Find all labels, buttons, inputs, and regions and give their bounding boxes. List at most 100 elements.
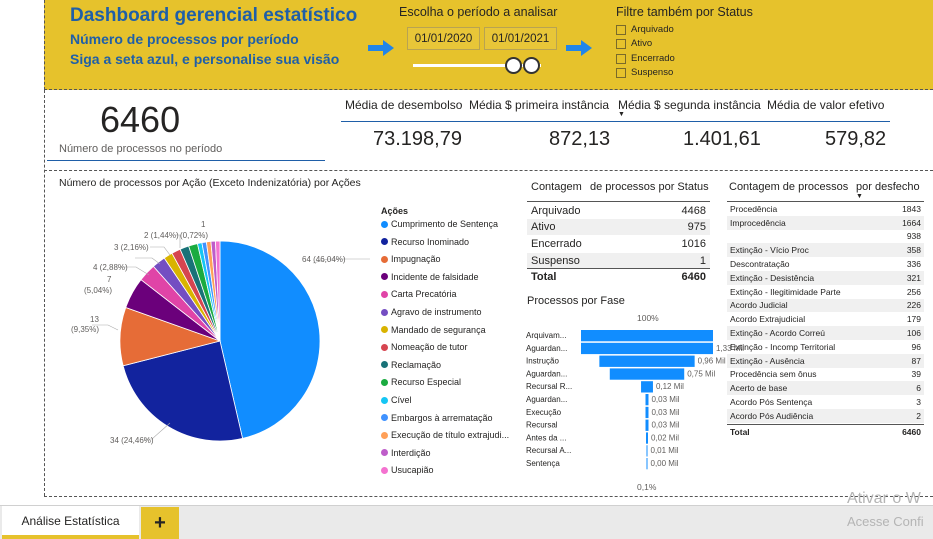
checkbox-icon[interactable] [616, 38, 626, 49]
legend-label: Cumprimento de Sentença [391, 219, 499, 229]
funnel-bar[interactable] [645, 394, 649, 406]
checkbox-icon[interactable] [616, 53, 626, 64]
legend-label: Recurso Inominado [391, 236, 470, 247]
funnel-bottom-percent: 0,1% [637, 482, 657, 492]
add-page-button[interactable]: + [141, 507, 179, 539]
legend-item[interactable]: Recurso Especial [381, 377, 461, 387]
funnel-bar[interactable] [599, 355, 695, 367]
funnel-stage-label: Arquivam... [526, 331, 566, 340]
desfecho-count: 179 [906, 314, 921, 325]
status-option-suspenso[interactable]: Suspenso [616, 67, 673, 78]
dashboard-subtitle-2: Siga a seta azul, e personalise sua visã… [70, 51, 340, 67]
legend-dot-icon [381, 396, 388, 404]
pie-data-label: 13 [90, 315, 99, 324]
legend-dot-icon [381, 290, 388, 298]
kpi-label-desembolso: Média de desembolso [345, 98, 463, 112]
funnel-bar[interactable] [646, 445, 648, 457]
checkbox-icon[interactable] [616, 67, 626, 78]
legend-dot-icon [381, 466, 388, 474]
status-option-ativo[interactable]: Ativo [616, 38, 652, 49]
desfecho-count: 3 [916, 397, 921, 408]
legend-item[interactable]: Impugnação [381, 254, 441, 264]
table-row: Extinção - Incomp Territorial 96 [727, 340, 924, 354]
pie-slice[interactable] [219, 240, 321, 439]
funnel-bar[interactable] [581, 330, 713, 342]
table-row: Acordo Judicial 226 [727, 298, 924, 313]
total-processes-label: Número de processos no período [59, 143, 223, 155]
status-option-encerrado[interactable]: Encerrado [616, 53, 675, 64]
legend-dot-icon [381, 273, 388, 281]
legend-item[interactable]: Carta Precatória [381, 289, 457, 299]
checkbox-icon[interactable] [616, 24, 626, 35]
legend-dot-icon [381, 220, 388, 228]
table-rule [527, 201, 710, 202]
desfecho-table-header-left[interactable]: Contagem de processos [729, 181, 849, 193]
kpi-underline [47, 160, 325, 161]
legend-label: Execução de título extrajudi... [391, 430, 510, 441]
desfecho-table-header-right[interactable]: por desfecho [856, 181, 920, 193]
legend-item[interactable]: Nomeação de tutor [381, 342, 468, 352]
legend-item[interactable]: Mandado de segurança [381, 325, 486, 335]
legend-item[interactable]: Agravo de instrumento [381, 307, 482, 317]
legend-item[interactable]: Incidente de falsidade [381, 272, 479, 282]
funnel-bar[interactable] [641, 381, 653, 393]
legend-label: Reclamação [391, 359, 442, 370]
header-banner: Dashboard gerencial estatístico Número d… [44, 0, 933, 90]
status-table-header-left[interactable]: Contagem [531, 181, 582, 193]
funnel-bar[interactable] [646, 458, 648, 470]
legend-item[interactable]: Cível [381, 395, 412, 405]
funnel-value-label: 0,03 Mil [651, 421, 679, 430]
legend-label: Cível [391, 395, 412, 405]
status-option-arquivado[interactable]: Arquivado [616, 24, 674, 35]
legend-item[interactable]: Execução de título extrajudi... [381, 430, 509, 440]
funnel-bar[interactable] [645, 419, 649, 431]
funnel-bar[interactable] [646, 432, 648, 444]
sort-down-icon[interactable]: ▼ [856, 193, 863, 200]
pie-data-label: 2 (1,44%) [144, 231, 179, 240]
table-row: Extinção - Ilegitimidade Parte 256 [727, 285, 924, 299]
legend-item[interactable]: Embargos à arrematação [381, 413, 493, 423]
desfecho-count: 2 [916, 410, 921, 421]
legend-dot-icon [381, 378, 388, 386]
pie-slice[interactable] [215, 240, 221, 342]
pie-slice[interactable] [122, 340, 244, 442]
funnel-bar[interactable] [581, 342, 713, 355]
desfecho-name: Descontratação [730, 259, 790, 270]
table-row: Extinção - Vício Proc 358 [727, 243, 924, 258]
funnel-bar[interactable] [609, 368, 685, 380]
table-row: Acordo Extrajudicial 179 [727, 312, 924, 326]
desfecho-count: 226 [906, 300, 921, 311]
legend-item[interactable]: Recurso Inominado [381, 237, 469, 247]
funnel-bar[interactable] [645, 406, 649, 419]
period-slider-end-thumb[interactable] [523, 57, 540, 74]
table-row: Ativo 975 [527, 219, 710, 235]
tab-analise-estatistica[interactable]: Análise Estatística [2, 506, 139, 539]
desfecho-name: Extinção - Vício Proc [730, 245, 809, 256]
dashboard-subtitle-1: Número de processos por período [70, 31, 299, 47]
date-end-input[interactable]: 01/01/2021 [484, 27, 557, 50]
table-row: Acordo Pós Audiência 2 [727, 409, 924, 423]
kpi-label-primeira-instancia: Média $ primeira instância [469, 98, 610, 112]
desfecho-name: Improcedência [730, 217, 786, 228]
activation-watermark-sub: Acesse Confi [847, 514, 924, 529]
period-slider-track[interactable] [413, 64, 541, 67]
period-slider-start-thumb[interactable] [505, 57, 522, 74]
legend-dot-icon [381, 431, 388, 439]
funnel-value-label: 0,03 Mil [651, 408, 679, 417]
table-row: Extinção - Desistência 321 [727, 271, 924, 285]
sort-down-icon[interactable]: ▼ [618, 111, 625, 118]
legend-item[interactable]: Reclamação [381, 360, 441, 370]
activation-watermark: Ativar o W [847, 490, 921, 507]
date-start-input[interactable]: 01/01/2020 [407, 27, 480, 50]
desfecho-count: 1843 [902, 203, 921, 214]
pie-chart[interactable]: 64 (46,04%) 34 (24,46%) 13 (9,35%) 7 (5,… [71, 218, 370, 458]
legend-item[interactable]: Interdição [381, 448, 431, 458]
legend-item[interactable]: Usucapião [381, 465, 434, 475]
legend-item[interactable]: Cumprimento de Sentença [381, 219, 498, 229]
status-table-header-right[interactable]: de processos por Status [590, 181, 709, 193]
funnel-value-label: 0,12 Mil [656, 382, 684, 391]
funnel-chart[interactable]: Arquivam... Aguardan... 1,33 Mil Instrução 0… [525, 320, 744, 495]
table-row: Acerto de base 6 [727, 381, 924, 396]
desfecho-count: 106 [906, 328, 921, 339]
table-row: Suspenso 1 [527, 253, 710, 269]
